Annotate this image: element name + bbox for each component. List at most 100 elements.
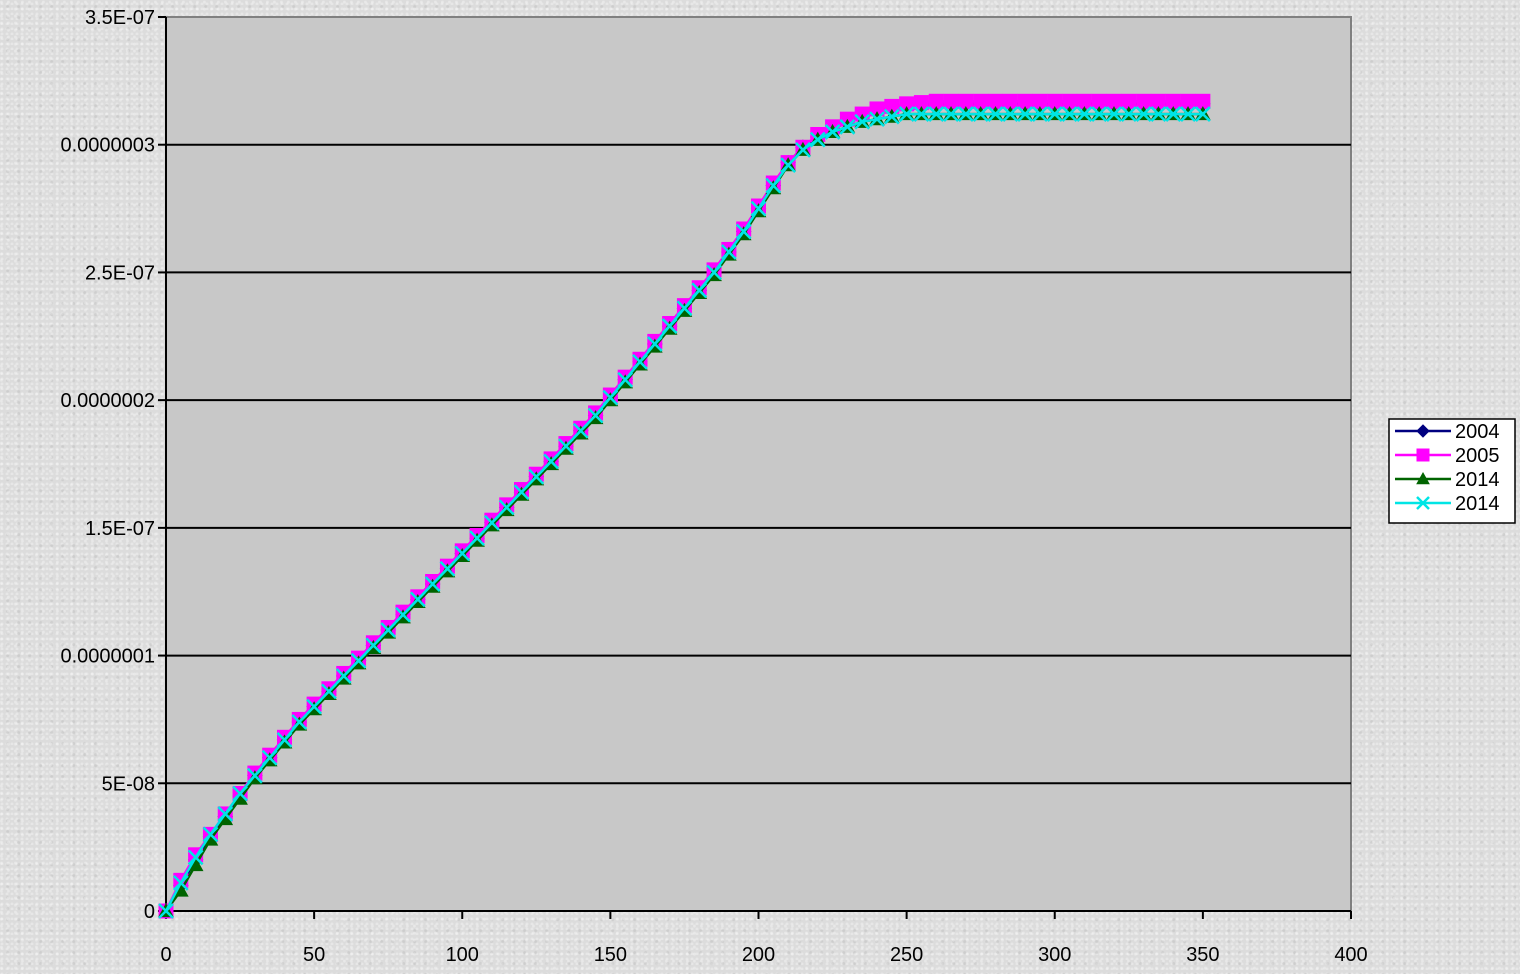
data-point <box>720 244 737 260</box>
data-point <box>409 591 426 608</box>
data-point <box>780 157 797 174</box>
data-point <box>913 106 930 122</box>
legend-marker <box>1416 496 1430 510</box>
legend-label: 2014 <box>1455 493 1500 515</box>
x-tick-label: 100 <box>446 944 479 966</box>
data-point <box>824 124 841 140</box>
data-point <box>572 422 589 439</box>
y-tick-label: 0.0000002 <box>60 390 155 412</box>
data-point <box>839 118 856 135</box>
data-point <box>454 545 471 562</box>
data-point <box>1091 106 1108 122</box>
x-tick-label: 50 <box>303 944 325 966</box>
y-tick-label: 5E-08 <box>102 773 155 795</box>
data-point <box>1180 106 1196 122</box>
data-point <box>928 106 945 122</box>
data-point <box>202 826 219 843</box>
data-point <box>306 698 323 715</box>
data-point <box>543 453 560 470</box>
plot-area <box>165 16 1352 912</box>
data-point <box>795 141 811 158</box>
data-point <box>1165 106 1182 122</box>
y-tick-label: 0 <box>144 901 155 923</box>
data-point <box>661 318 678 334</box>
y-tick-label: 3.5E-07 <box>85 7 155 29</box>
data-point <box>291 714 308 730</box>
data-point <box>365 637 382 654</box>
data-point <box>395 606 411 623</box>
data-point <box>513 484 530 500</box>
data-point <box>246 767 263 784</box>
data-point <box>350 652 367 669</box>
legend-marker <box>1416 448 1430 462</box>
legend-box <box>1388 418 1516 524</box>
x-tick-label: 0 <box>160 944 171 966</box>
data-point <box>869 111 885 128</box>
data-point <box>439 560 456 577</box>
x-tick-label: 350 <box>1186 944 1219 966</box>
x-tick-label: 250 <box>890 944 923 966</box>
y-tick-label: 0.0000003 <box>60 135 155 157</box>
data-point <box>483 514 500 531</box>
data-point <box>943 106 959 122</box>
data-point <box>558 438 574 455</box>
data-point <box>380 622 397 638</box>
data-point <box>1017 106 1034 122</box>
data-point <box>1032 106 1048 122</box>
x-tick-label: 150 <box>594 944 627 966</box>
data-point <box>602 389 619 406</box>
data-point <box>217 806 234 822</box>
series-group <box>158 93 1211 919</box>
legend-label: 2005 <box>1455 445 1500 467</box>
data-point <box>587 407 604 424</box>
data-point <box>187 849 204 866</box>
legend-item: 2005 <box>1395 445 1500 467</box>
data-point <box>706 264 722 281</box>
data-point <box>957 106 974 122</box>
y-tick-label: 0.0000001 <box>60 646 155 668</box>
data-point <box>646 336 663 352</box>
data-point <box>232 785 248 802</box>
data-point <box>1106 106 1122 122</box>
axes: 0 5E-08 0.0000001 1.5E-07 0.0000002 2.5E-07 0.… <box>60 7 1367 966</box>
data-point <box>1076 106 1093 122</box>
y-tick-label: 2.5E-07 <box>85 262 155 284</box>
data-point <box>1061 106 1078 122</box>
data-point <box>1135 106 1152 122</box>
data-point <box>617 371 634 388</box>
data-point <box>809 131 826 148</box>
legend-item: 2014 <box>1395 469 1500 491</box>
legend-marker <box>1416 471 1430 485</box>
data-point <box>1046 106 1063 122</box>
x-tick-label: 200 <box>742 944 775 966</box>
data-point <box>676 300 693 317</box>
legend-label: 2014 <box>1455 469 1500 491</box>
data-point <box>158 903 174 919</box>
x-tick-label: 300 <box>1038 944 1071 966</box>
data-point <box>898 106 915 122</box>
data-point <box>765 177 782 194</box>
data-point <box>498 499 515 516</box>
data-point <box>424 576 441 592</box>
legend-item: 2014 <box>1395 493 1500 515</box>
data-point <box>335 668 352 684</box>
y-tick-label: 1.5E-07 <box>85 518 155 540</box>
data-point <box>469 530 485 546</box>
data-point <box>1150 106 1167 122</box>
data-point <box>987 106 1004 122</box>
x-tick-label: 400 <box>1334 944 1367 966</box>
data-point <box>1194 106 1211 122</box>
series-3 <box>158 106 1211 919</box>
data-point <box>528 468 545 485</box>
data-point <box>883 108 900 125</box>
data-point <box>854 113 871 130</box>
data-point <box>632 353 648 370</box>
data-point <box>972 106 989 122</box>
data-point <box>261 749 278 766</box>
legend-label: 2004 <box>1455 421 1500 443</box>
data-point <box>1002 106 1019 122</box>
data-point <box>172 875 189 891</box>
data-point <box>321 683 337 700</box>
